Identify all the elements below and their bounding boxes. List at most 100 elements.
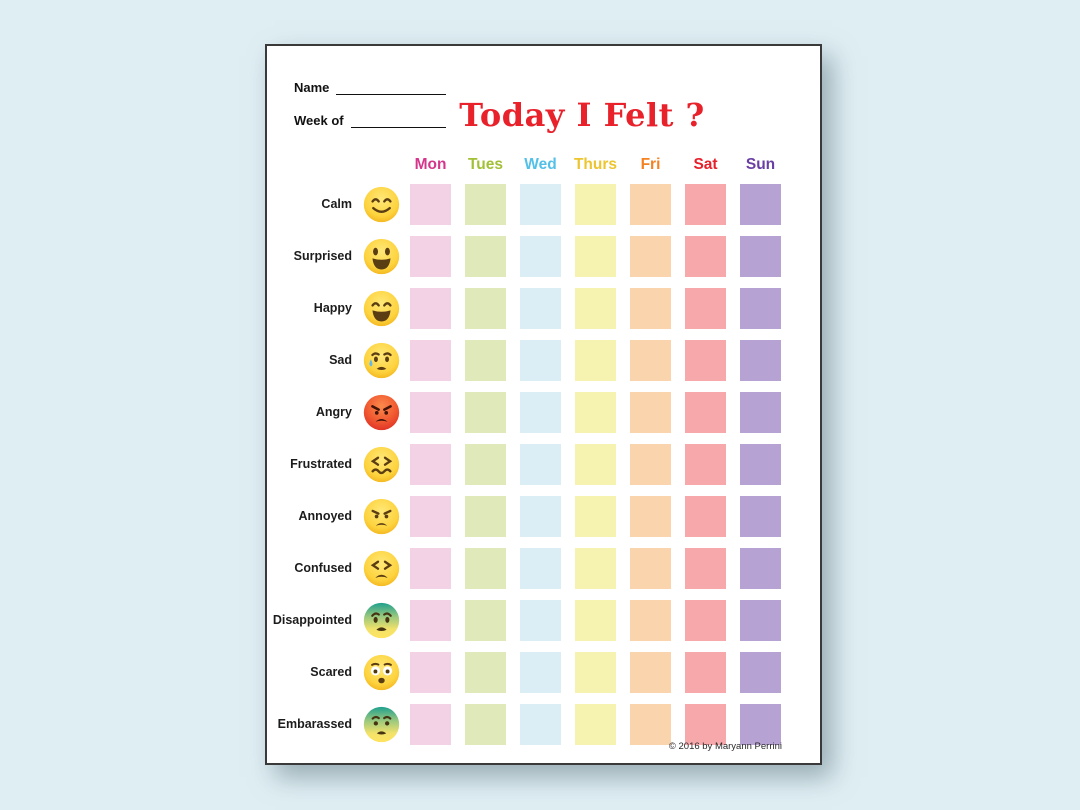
day-cell-angry-tues (465, 391, 506, 433)
day-cell-frustrated-mon (410, 443, 451, 485)
emotion-label-annoyed: Annoyed (298, 509, 352, 523)
day-cell-annoyed-tues (465, 495, 506, 537)
day-cell-surprised-tues (465, 235, 506, 277)
day-cell-embarassed-fri (630, 703, 671, 745)
day-cell-scared-thurs (575, 651, 616, 693)
emotion-label-embarassed: Embarassed (277, 717, 352, 731)
day-cell-angry-wed (520, 391, 561, 433)
day-header-thurs: Thurs (573, 155, 618, 173)
day-cell-surprised-mon (410, 235, 451, 277)
angry-emoji-icon (363, 394, 400, 431)
emotion-label-happy: Happy (313, 301, 352, 315)
emotion-label-confused: Confused (294, 561, 352, 575)
day-cell-confused-thurs (575, 547, 616, 589)
emotion-label-scared: Scared (310, 665, 352, 679)
day-cell-sad-mon (410, 339, 451, 381)
day-cell-surprised-sat (685, 235, 726, 277)
day-cell-calm-fri (630, 183, 671, 225)
confused-emoji-icon (363, 550, 400, 587)
day-cell-confused-tues (465, 547, 506, 589)
emotion-label-frustrated: Frustrated (290, 457, 352, 471)
emotion-label-disappointed: Disappointed (272, 613, 352, 627)
day-cell-embarassed-wed (520, 703, 561, 745)
day-cell-frustrated-sat (685, 443, 726, 485)
day-cell-sad-sat (685, 339, 726, 381)
day-cell-confused-sat (685, 547, 726, 589)
day-cell-happy-sun (740, 287, 781, 329)
week-of-field: Week of (294, 112, 446, 128)
day-cell-scared-wed (520, 651, 561, 693)
day-cell-angry-sun (740, 391, 781, 433)
day-cell-embarassed-sat (685, 703, 726, 745)
day-cell-scared-tues (465, 651, 506, 693)
day-cell-frustrated-sun (740, 443, 781, 485)
emotion-label-surprised: Surprised (293, 249, 352, 263)
day-cell-calm-thurs (575, 183, 616, 225)
week-of-label: Week of (294, 113, 344, 128)
day-cell-calm-sun (740, 183, 781, 225)
day-header-mon: Mon (414, 155, 447, 173)
week-of-blank-line (350, 112, 446, 128)
day-cell-confused-sun (740, 547, 781, 589)
day-header-tues: Tues (467, 155, 504, 173)
day-cell-calm-wed (520, 183, 561, 225)
page-title: Today I Felt ? (459, 96, 705, 134)
day-cell-happy-wed (520, 287, 561, 329)
day-header-sun: Sun (745, 155, 776, 173)
day-cell-confused-fri (630, 547, 671, 589)
day-cell-disappointed-fri (630, 599, 671, 641)
day-cell-happy-fri (630, 287, 671, 329)
emotion-label-sad: Sad (329, 353, 352, 367)
annoyed-emoji-icon (363, 498, 400, 535)
day-cell-disappointed-thurs (575, 599, 616, 641)
day-cell-annoyed-fri (630, 495, 671, 537)
day-cell-sad-fri (630, 339, 671, 381)
worksheet-page: Name Week of Today I Felt ? Mon Tues Wed Th… (265, 44, 822, 765)
day-cell-happy-thurs (575, 287, 616, 329)
day-cell-frustrated-fri (630, 443, 671, 485)
embarassed-emoji-icon (363, 706, 400, 743)
day-cell-frustrated-wed (520, 443, 561, 485)
emotion-label-calm: Calm (321, 197, 352, 211)
day-cell-annoyed-mon (410, 495, 451, 537)
day-cell-happy-tues (465, 287, 506, 329)
day-cell-angry-fri (630, 391, 671, 433)
day-cell-annoyed-sat (685, 495, 726, 537)
day-cell-embarassed-sun (740, 703, 781, 745)
day-header-sat: Sat (693, 155, 718, 173)
day-cell-disappointed-mon (410, 599, 451, 641)
day-cell-sad-tues (465, 339, 506, 381)
emotion-label-angry: Angry (315, 405, 352, 419)
day-cell-disappointed-sun (740, 599, 781, 641)
sad-emoji-icon (363, 342, 400, 379)
day-cell-scared-sat (685, 651, 726, 693)
student-info-block: Name Week of (294, 79, 446, 145)
day-cell-sad-thurs (575, 339, 616, 381)
day-cell-annoyed-wed (520, 495, 561, 537)
day-cell-happy-sat (685, 287, 726, 329)
day-header-wed: Wed (524, 155, 557, 173)
day-cell-calm-mon (410, 183, 451, 225)
day-cell-calm-sat (685, 183, 726, 225)
feelings-grid: Mon Tues Wed Thurs Fri Sat Sun Calm Surprised Hap… (273, 151, 788, 750)
calm-emoji-icon (363, 186, 400, 223)
happy-emoji-icon (363, 290, 400, 327)
day-header-fri: Fri (640, 155, 661, 173)
day-cell-surprised-sun (740, 235, 781, 277)
day-cell-confused-wed (520, 547, 561, 589)
day-cell-annoyed-sun (740, 495, 781, 537)
day-cell-disappointed-sat (685, 599, 726, 641)
day-cell-embarassed-tues (465, 703, 506, 745)
day-cell-disappointed-tues (465, 599, 506, 641)
day-cell-confused-mon (410, 547, 451, 589)
surprised-emoji-icon (363, 238, 400, 275)
name-label: Name (294, 80, 330, 95)
day-cell-sad-wed (520, 339, 561, 381)
frustrated-emoji-icon (363, 446, 400, 483)
scared-emoji-icon (363, 654, 400, 691)
day-cell-angry-sat (685, 391, 726, 433)
day-cell-annoyed-thurs (575, 495, 616, 537)
day-cell-frustrated-thurs (575, 443, 616, 485)
day-cell-frustrated-tues (465, 443, 506, 485)
copyright-note: © 2016 by Maryann Perrini (668, 741, 782, 752)
